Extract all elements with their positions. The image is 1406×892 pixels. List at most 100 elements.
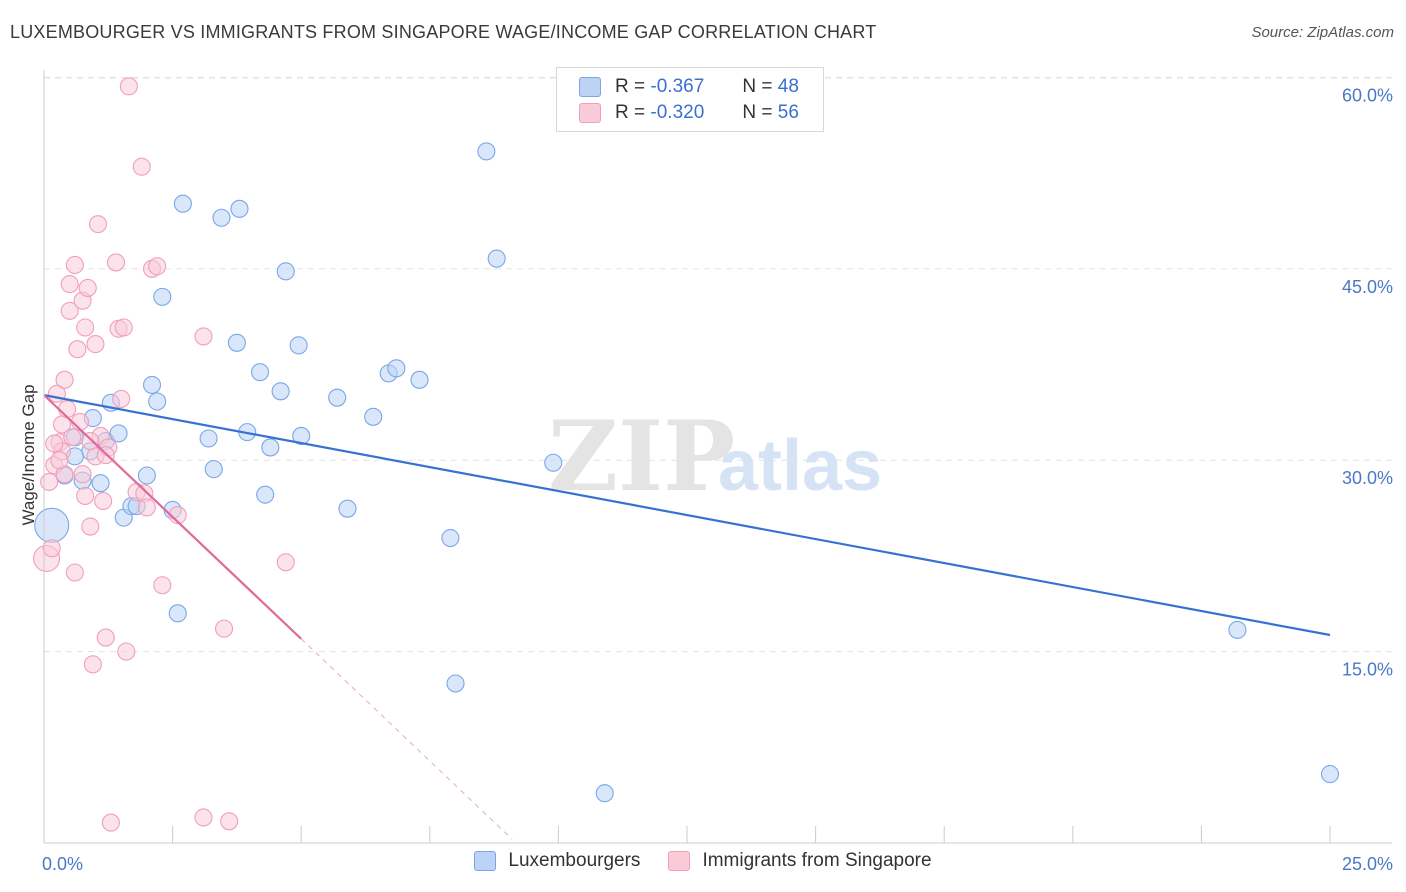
series-legend: Luxembourgers Immigrants from Singapore	[0, 850, 1406, 872]
data-point	[91, 474, 110, 493]
data-point	[214, 619, 234, 638]
data-point	[60, 301, 79, 320]
data-point	[230, 199, 249, 218]
y-tick-label: 45.0%	[1342, 277, 1393, 297]
x-tick-label: 0.0%	[42, 854, 83, 874]
data-point	[119, 77, 138, 96]
data-point	[81, 517, 100, 536]
data-point	[477, 142, 496, 161]
data-point	[73, 465, 92, 484]
trend-line	[43, 394, 1331, 637]
data-point	[60, 275, 79, 294]
data-point	[34, 507, 70, 543]
data-point	[112, 389, 131, 409]
data-point	[261, 438, 280, 457]
r-label: R =	[615, 76, 646, 97]
grid	[44, 76, 1392, 653]
y-tick-label: 30.0%	[1342, 468, 1393, 488]
data-point	[595, 784, 614, 803]
data-point	[194, 327, 213, 346]
y-tick-label: 15.0%	[1342, 660, 1393, 680]
watermark-atlas: atlas	[718, 426, 882, 506]
n-value: 48	[777, 76, 799, 97]
data-point	[58, 400, 77, 419]
x-tick-label: 25.0%	[1342, 854, 1393, 874]
data-point	[212, 208, 231, 227]
r-label: R =	[615, 102, 646, 123]
data-point	[132, 157, 151, 176]
data-point	[199, 429, 218, 448]
data-point	[204, 460, 223, 479]
data-point	[1320, 765, 1340, 784]
n-label: N =	[742, 76, 773, 97]
data-point	[338, 499, 357, 518]
legend-row-luxembourgers: R = -0.367 N = 48	[579, 74, 799, 100]
data-point	[487, 249, 506, 268]
data-point	[250, 363, 270, 382]
trend-line-extension	[300, 638, 513, 840]
y-tick-label: 60.0%	[1342, 85, 1393, 105]
data-point	[42, 539, 61, 558]
data-point	[148, 392, 167, 411]
data-point	[63, 428, 82, 447]
data-point	[94, 491, 113, 511]
data-point	[114, 318, 133, 337]
n-label: N =	[742, 102, 773, 123]
data-point	[148, 257, 167, 276]
data-point	[220, 812, 239, 831]
r-value: -0.367	[650, 76, 705, 97]
data-point	[364, 407, 383, 426]
legend-swatch-blue	[474, 851, 497, 871]
data-point	[446, 674, 465, 693]
data-point	[276, 262, 295, 281]
data-point	[227, 333, 246, 352]
data-point	[441, 528, 460, 548]
data-point	[276, 553, 295, 572]
trend-line	[43, 394, 302, 640]
legend-swatch-pink	[668, 851, 691, 871]
data-point	[173, 194, 192, 213]
watermark-zip: ZIP	[548, 400, 735, 513]
legend-swatch-pink	[579, 103, 601, 123]
data-point	[137, 466, 156, 485]
data-point	[194, 808, 213, 827]
trend-lines	[43, 394, 1331, 840]
data-point	[137, 498, 156, 517]
data-point	[101, 813, 120, 832]
data-point	[117, 642, 136, 661]
data-point	[1228, 620, 1247, 639]
data-point	[81, 432, 100, 451]
r-value: -0.320	[650, 102, 705, 123]
n-value: 56	[777, 102, 799, 123]
data-point	[55, 370, 74, 389]
data-point	[83, 655, 102, 674]
data-point	[78, 278, 97, 297]
stats-legend: R = -0.367 N = 48 R = -0.320 N = 56	[556, 67, 824, 132]
data-point	[292, 426, 311, 446]
legend-row-singapore: R = -0.320 N = 56	[579, 100, 799, 126]
data-point	[109, 424, 128, 443]
data-point	[76, 318, 95, 337]
legend-item-luxembourgers: Luxembourgers	[474, 850, 640, 872]
data-point	[387, 359, 406, 378]
data-point	[50, 451, 69, 470]
source-label: Source: ZipAtlas.com	[1251, 24, 1394, 41]
data-point	[76, 486, 95, 505]
legend-label: Immigrants from Singapore	[702, 850, 932, 871]
data-point	[65, 255, 84, 275]
data-point	[40, 472, 59, 491]
data-point	[96, 628, 115, 647]
legend-label: Luxembourgers	[508, 850, 641, 871]
data-point	[153, 576, 172, 595]
y-axis-title: Wage/Income Gap	[19, 384, 38, 525]
data-point	[88, 215, 108, 234]
data-point	[410, 370, 429, 389]
legend-item-singapore: Immigrants from Singapore	[668, 850, 932, 872]
legend-swatch-blue	[579, 77, 601, 97]
data-point	[106, 253, 126, 272]
chart-title: LUXEMBOURGER VS IMMIGRANTS FROM SINGAPOR…	[10, 22, 877, 42]
scatter-points	[33, 77, 1340, 832]
axes: 15.0% 30.0% 45.0% 60.0% 0.0% 25.0%	[42, 70, 1393, 874]
data-point	[289, 336, 308, 355]
